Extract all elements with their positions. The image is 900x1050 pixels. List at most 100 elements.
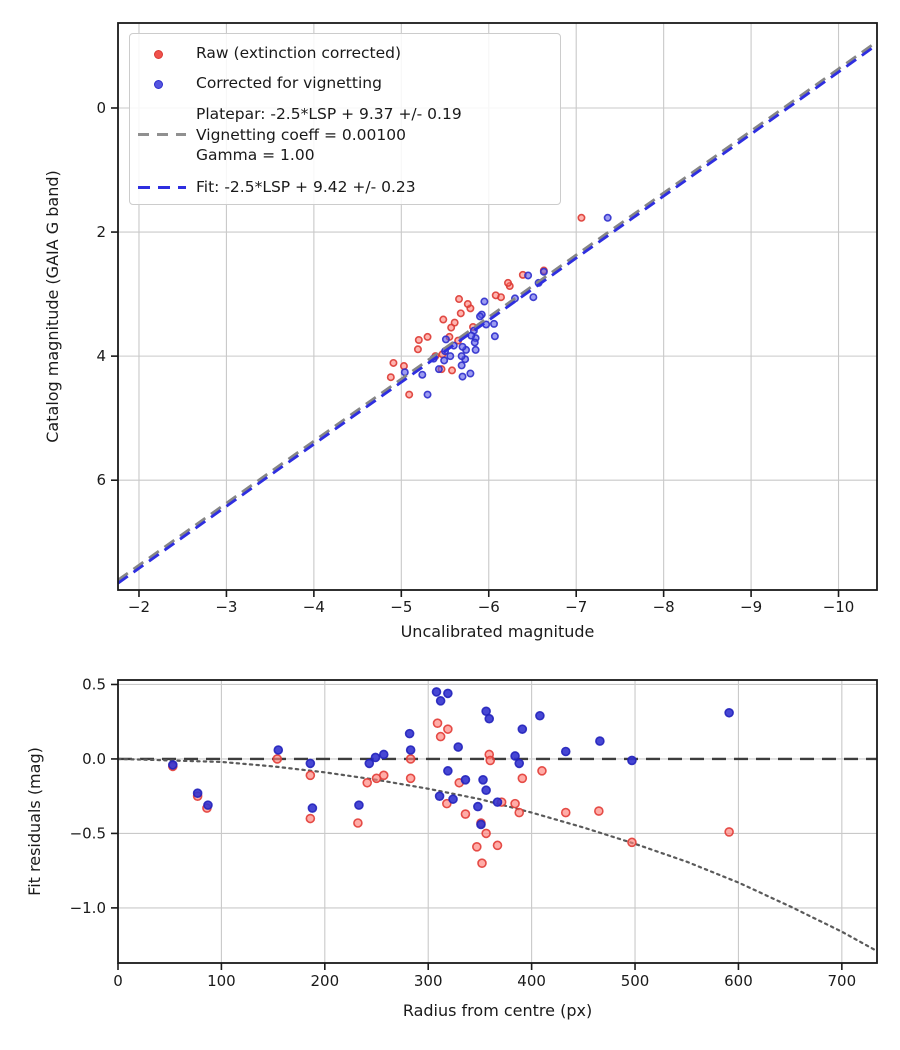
top-plot: −2 −3 −4 −5 −6 −7 −8 −9 −10 0 2 4 6 Uncalibrated magn… (43, 22, 878, 641)
legend-label-platepar-line2: Vignetting coeff = 0.00100 (196, 125, 406, 144)
data-point (477, 858, 487, 869)
data-point (432, 718, 443, 728)
data-point (463, 300, 472, 309)
data-point (203, 800, 213, 810)
data-point (435, 731, 446, 742)
data-point (414, 335, 423, 344)
x-tick-label: −2 (128, 598, 150, 616)
data-point (492, 840, 503, 851)
data-point (386, 373, 395, 382)
legend-label-platepar-line3: Gamma = 1.00 (196, 146, 315, 164)
fit-line (117, 40, 878, 582)
data-point (439, 315, 448, 324)
data-point (457, 352, 466, 361)
scatter-series (168, 718, 734, 869)
data-point (404, 728, 415, 739)
data-point (514, 807, 525, 818)
data-point (455, 295, 464, 304)
data-point (457, 361, 466, 370)
data-point (535, 710, 545, 721)
data-point (491, 291, 500, 300)
data-point (603, 213, 612, 222)
model-curve (116, 757, 879, 953)
ticks: −2 −3 −4 −5 −6 −7 −8 −9 −10 0 2 4 6 (96, 99, 854, 616)
data-point (443, 688, 453, 699)
data-point (405, 745, 416, 755)
data-point (378, 749, 389, 760)
data-point (510, 751, 520, 761)
x-tick-label: −3 (215, 598, 237, 616)
data-point (442, 798, 452, 809)
data-point (431, 687, 442, 697)
data-point (192, 788, 203, 799)
data-point (453, 742, 464, 752)
data-point (627, 837, 637, 848)
x-tick-label: 100 (207, 972, 236, 990)
data-point (447, 323, 456, 332)
data-point (517, 724, 528, 734)
data-point (595, 736, 605, 746)
data-point (492, 797, 503, 807)
legend-label-raw: Raw (extinction corrected) (196, 44, 402, 62)
y-tick-label: −1.0 (70, 899, 106, 917)
data-point (443, 724, 453, 734)
data-point (537, 766, 547, 776)
x-tick-label: −5 (390, 598, 412, 616)
data-point (362, 777, 373, 788)
data-point (560, 807, 571, 818)
y-tick-label: 2 (96, 223, 106, 241)
data-point (458, 342, 467, 351)
legend-label-corrected: Corrected for vignetting (196, 74, 382, 92)
data-point (490, 319, 499, 328)
x-tick-label: 300 (414, 972, 443, 990)
data-point (353, 818, 363, 828)
y-tick-label: 4 (96, 347, 106, 365)
axes-spines (117, 679, 878, 964)
data-point (305, 770, 316, 781)
x-tick-label: 500 (621, 972, 650, 990)
x-tick-label: 0 (113, 972, 123, 990)
x-tick-label: −7 (565, 598, 587, 616)
data-point (400, 368, 409, 377)
data-point (272, 754, 283, 764)
x-tick-label: 700 (828, 972, 857, 990)
y-axis-label: Catalog magnitude (GAIA G band) (43, 170, 62, 442)
data-point (490, 332, 499, 341)
data-point (307, 803, 318, 813)
data-point (460, 774, 471, 785)
data-point (484, 713, 495, 724)
data-point (456, 309, 465, 318)
series-group (117, 40, 878, 585)
data-point (724, 827, 734, 837)
legend-marker-fit-dash-icon (138, 185, 186, 189)
data-point (168, 760, 178, 770)
data-point (378, 770, 389, 781)
data-point (405, 773, 416, 784)
data-point (364, 758, 375, 769)
data-point (514, 758, 525, 769)
data-point (724, 707, 734, 718)
data-point (435, 696, 446, 706)
x-axis-label: Uncalibrated magnitude (401, 622, 595, 641)
data-point (354, 800, 364, 810)
data-point (473, 801, 483, 812)
data-point (472, 842, 482, 852)
data-point (434, 365, 443, 374)
data-point (529, 293, 538, 302)
legend-marker-platepar-dash-icon (138, 133, 186, 136)
data-point (443, 766, 453, 776)
data-point (524, 271, 533, 280)
y-tick-label: 0 (96, 99, 106, 117)
data-point (399, 362, 408, 371)
data-point (476, 312, 485, 321)
data-point (423, 332, 432, 341)
data-point (577, 213, 586, 222)
data-point (560, 746, 571, 757)
legend-label-fit: Fit: -2.5*LSP + 9.42 +/- 0.23 (196, 178, 416, 196)
x-tick-label: 400 (517, 972, 546, 990)
data-point (466, 369, 475, 378)
data-point (539, 267, 548, 276)
data-point (273, 745, 284, 755)
